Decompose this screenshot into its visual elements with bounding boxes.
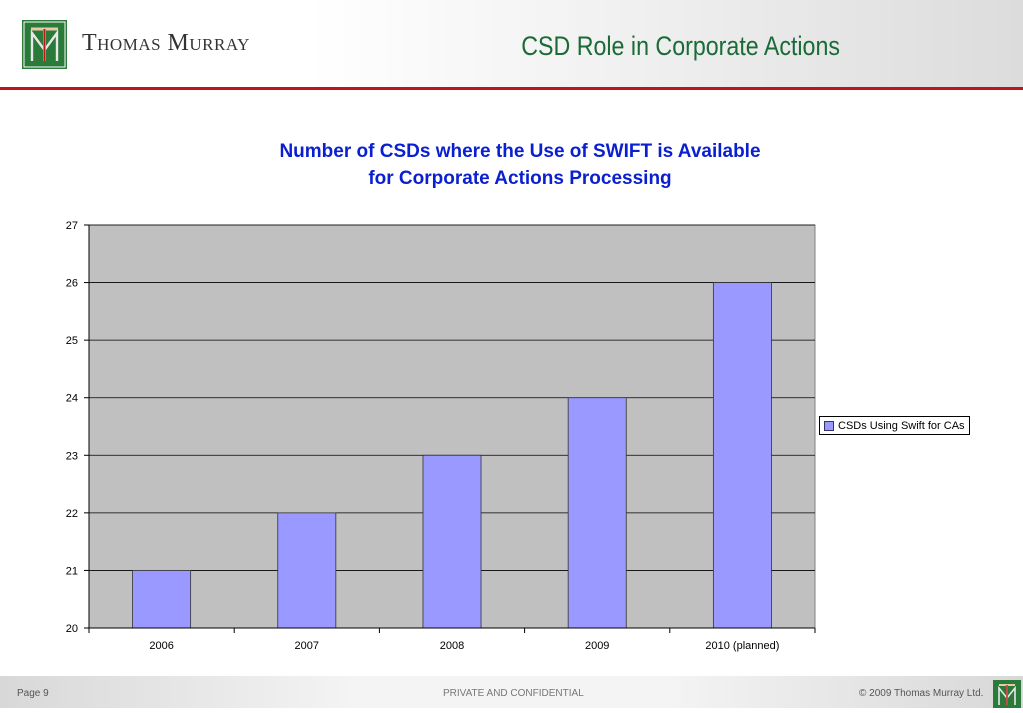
y-tick-label: 20: [66, 623, 78, 635]
confidentiality-note: PRIVATE AND CONFIDENTIAL: [443, 688, 584, 699]
y-tick-label: 24: [66, 393, 78, 405]
header-band: [0, 0, 1023, 88]
y-tick-label: 26: [66, 278, 78, 290]
tm-monogram-small-icon: [998, 684, 1016, 705]
company-logo: [22, 20, 67, 69]
y-tick-label: 25: [66, 335, 78, 347]
chart-title: Number of CSDs where the Use of SWIFT is…: [200, 138, 840, 192]
bar-2006: [132, 570, 192, 629]
footer-logo: [993, 680, 1021, 708]
x-tick-label: 2009: [585, 640, 609, 652]
chart-legend: CSDs Using Swift for CAs: [819, 416, 970, 435]
footer-band: [0, 676, 1023, 708]
legend-swatch: [824, 420, 834, 431]
x-tick-label: 2010 (planned): [705, 640, 779, 652]
y-tick-label: 23: [66, 450, 78, 462]
chart-title-line-1: Number of CSDs where the Use of SWIFT is…: [279, 141, 761, 162]
bar-2007: [277, 512, 337, 629]
copyright-note: © 2009 Thomas Murray Ltd.: [859, 688, 984, 699]
bar-2010 (planned): [712, 282, 772, 629]
x-tick-label: 2006: [149, 640, 173, 652]
slide-title: CSD Role in Corporate Actions: [521, 31, 840, 61]
bar-2008: [422, 454, 482, 629]
header-divider: [0, 87, 1023, 90]
page-number: Page 9: [17, 688, 49, 699]
tm-monogram-icon: [23, 21, 66, 68]
y-tick-label: 21: [66, 565, 78, 577]
y-tick-label: 27: [66, 220, 78, 232]
chart-title-line-2: for Corporate Actions Processing: [368, 168, 672, 189]
x-tick-label: 2007: [295, 640, 319, 652]
brand-name: Thomas Murray: [82, 30, 250, 56]
x-tick-label: 2008: [440, 640, 464, 652]
y-tick-label: 22: [66, 508, 78, 520]
bar-2009: [567, 397, 627, 629]
legend-label: CSDs Using Swift for CAs: [838, 419, 965, 432]
